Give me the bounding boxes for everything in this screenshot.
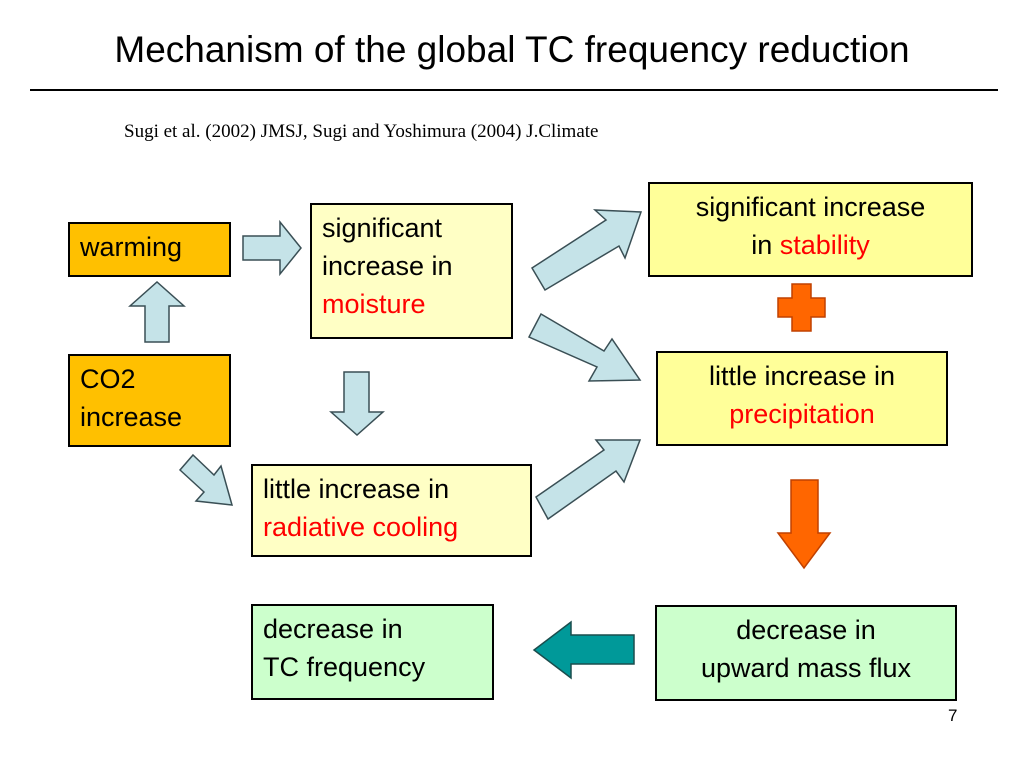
- arrow-moisture-to-stability: [530, 209, 643, 292]
- arrow-mass-flux-to-tc-frequency: [532, 620, 635, 680]
- arrow-radiative-to-precipitation: [535, 439, 642, 521]
- box-moisture: significant increase in moisture: [310, 203, 513, 339]
- arrow-moisture-to-precipitation: [527, 312, 642, 382]
- tc-frequency-line1: decrease in: [263, 614, 403, 644]
- box-stability: significant increase in stability: [648, 182, 973, 277]
- page-number: 7: [948, 706, 958, 725]
- mass-flux-line2: upward mass flux: [700, 653, 912, 683]
- arrow-co2-to-warming: [128, 280, 186, 343]
- arrow-co2-to-radiative: [178, 453, 234, 506]
- moisture-highlight: moisture: [322, 289, 426, 319]
- co2-line1: CO2: [80, 364, 136, 394]
- box-tc-frequency: decrease in TC frequency: [251, 604, 494, 700]
- moisture-line1: significant: [322, 213, 443, 243]
- stability-prefix: in: [751, 230, 780, 260]
- arrow-precipitation-to-mass-flux: [776, 479, 832, 570]
- precipitation-highlight: precipitation: [729, 399, 875, 429]
- stability-line1: significant increase: [695, 192, 926, 222]
- plus-icon: [777, 283, 826, 332]
- box-co2-increase: CO2 increase: [68, 354, 231, 447]
- citation: Sugi et al. (2002) JMSJ, Sugi and Yoshim…: [124, 121, 599, 142]
- box-mass-flux: decrease in upward mass flux: [655, 605, 957, 701]
- box-radiative-cooling: little increase in radiative cooling: [251, 464, 532, 557]
- tc-frequency-line2: TC frequency: [263, 652, 426, 682]
- stability-highlight: stability: [779, 230, 870, 260]
- precipitation-line1: little increase in: [708, 361, 896, 391]
- box-precipitation: little increase in precipitation: [656, 351, 948, 446]
- mass-flux-line1: decrease in: [736, 615, 876, 645]
- moisture-line2: increase in: [322, 251, 453, 281]
- slide-title: Mechanism of the global TC frequency red…: [114, 29, 910, 70]
- arrow-warming-to-moisture: [242, 219, 302, 277]
- radiative-highlight: radiative cooling: [263, 512, 459, 542]
- radiative-line1: little increase in: [263, 474, 450, 504]
- arrow-moisture-to-radiative: [329, 371, 385, 437]
- co2-line2: increase: [80, 402, 183, 432]
- box-warming: warming: [68, 222, 231, 277]
- warming-label: warming: [80, 232, 183, 262]
- title-divider: [30, 89, 998, 91]
- stability-line2: in stability: [660, 226, 961, 264]
